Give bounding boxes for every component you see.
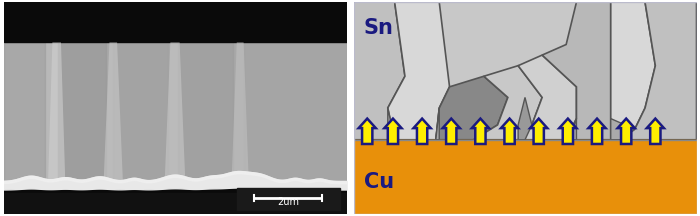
Bar — [4, 42, 58, 186]
FancyArrow shape — [647, 119, 664, 144]
Polygon shape — [518, 55, 577, 140]
Polygon shape — [621, 2, 696, 140]
Polygon shape — [518, 97, 532, 140]
FancyArrow shape — [559, 119, 577, 144]
Polygon shape — [164, 42, 186, 181]
FancyArrow shape — [617, 119, 635, 144]
Polygon shape — [388, 108, 395, 140]
Bar — [113, 42, 168, 186]
Text: Sn: Sn — [364, 17, 393, 38]
Bar — [244, 42, 346, 186]
Polygon shape — [610, 2, 655, 140]
FancyArrow shape — [530, 119, 547, 144]
FancyArrow shape — [501, 119, 518, 144]
Polygon shape — [232, 42, 248, 181]
Polygon shape — [436, 108, 440, 140]
Polygon shape — [436, 76, 508, 140]
Bar — [4, 2, 346, 42]
Bar — [58, 42, 106, 186]
Text: Cu: Cu — [364, 172, 394, 192]
FancyArrow shape — [589, 119, 606, 144]
Bar — [58, 42, 346, 186]
FancyArrow shape — [414, 119, 430, 144]
Text: 2um: 2um — [277, 197, 299, 207]
FancyArrow shape — [384, 119, 402, 144]
FancyArrow shape — [472, 119, 489, 144]
FancyArrow shape — [442, 119, 460, 144]
Polygon shape — [48, 42, 65, 181]
Polygon shape — [388, 2, 449, 140]
Polygon shape — [610, 119, 635, 140]
Bar — [4, 193, 346, 214]
Bar — [354, 2, 696, 140]
Polygon shape — [354, 2, 405, 140]
FancyArrow shape — [358, 119, 376, 144]
Bar — [178, 42, 233, 186]
Bar — [237, 188, 340, 210]
Bar — [354, 140, 696, 214]
Bar — [4, 42, 45, 186]
Polygon shape — [542, 2, 610, 140]
Polygon shape — [570, 119, 577, 140]
Polygon shape — [473, 66, 542, 140]
Polygon shape — [104, 42, 123, 181]
